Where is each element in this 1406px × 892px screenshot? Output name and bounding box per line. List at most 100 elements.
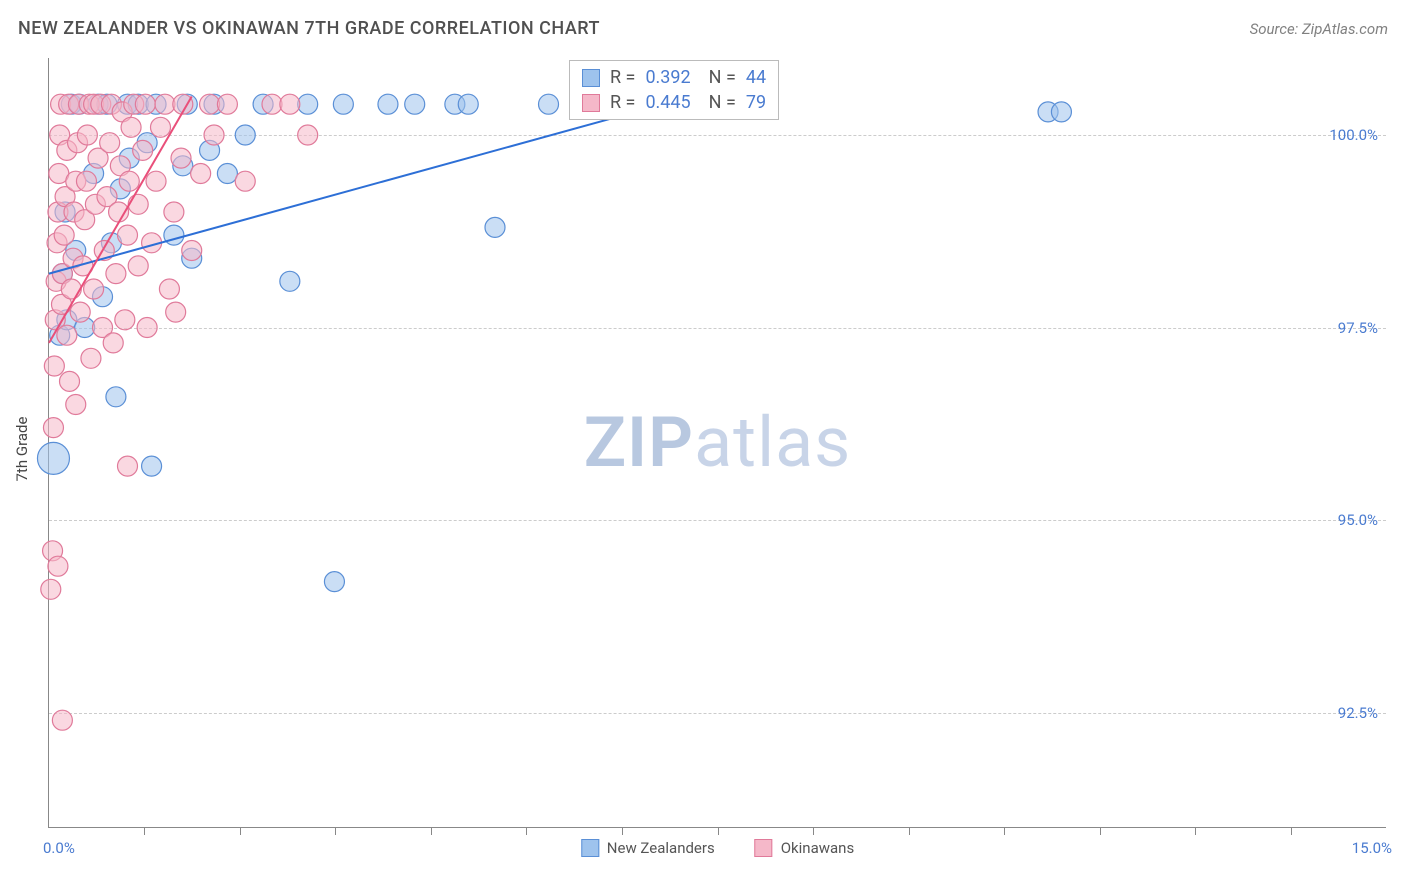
scatter-svg — [49, 58, 1386, 827]
scatter-point — [171, 148, 191, 168]
scatter-point — [378, 94, 398, 114]
stats-n-label: N = — [709, 92, 736, 113]
scatter-point — [298, 94, 318, 114]
scatter-point — [60, 371, 80, 391]
scatter-point — [76, 171, 96, 191]
scatter-point — [119, 171, 139, 191]
x-tick — [1004, 827, 1005, 835]
scatter-point — [164, 202, 184, 222]
scatter-point — [41, 579, 61, 599]
scatter-point — [66, 395, 86, 415]
scatter-point — [142, 456, 162, 476]
scatter-point — [117, 456, 137, 476]
x-tick — [909, 827, 910, 835]
legend-bottom: New Zealanders Okinawans — [581, 839, 854, 857]
x-tick — [622, 827, 623, 835]
scatter-point — [57, 325, 77, 345]
stats-r-value: 0.392 — [645, 67, 690, 88]
scatter-point — [1051, 102, 1071, 122]
plot-area: 92.5%95.0%97.5%100.0% ZIPatlas R =0.392N… — [48, 58, 1386, 828]
legend-label: New Zealanders — [607, 839, 715, 857]
scatter-point — [54, 225, 74, 245]
stats-n-value: 79 — [746, 92, 766, 113]
x-tick — [526, 827, 527, 835]
scatter-point — [37, 442, 69, 474]
scatter-point — [77, 125, 97, 145]
legend-label: Okinawans — [781, 839, 854, 857]
y-axis-label: 7th Grade — [13, 417, 31, 482]
scatter-point — [298, 125, 318, 145]
scatter-point — [217, 164, 237, 184]
scatter-point — [324, 572, 344, 592]
scatter-point — [103, 333, 123, 353]
scatter-point — [155, 94, 175, 114]
legend-swatch — [581, 839, 599, 857]
scatter-point — [70, 302, 90, 322]
scatter-point — [106, 264, 126, 284]
stats-n-value: 44 — [746, 67, 766, 88]
scatter-point — [539, 94, 559, 114]
scatter-point — [333, 94, 353, 114]
stats-row: R = 0.445 N = 79 — [582, 90, 766, 115]
x-axis-max-label: 15.0% — [1352, 839, 1392, 857]
x-tick — [431, 827, 432, 835]
scatter-point — [204, 125, 224, 145]
scatter-point — [217, 94, 237, 114]
scatter-point — [151, 117, 171, 137]
scatter-point — [146, 171, 166, 191]
chart-title: NEW ZEALANDER VS OKINAWAN 7TH GRADE CORR… — [18, 18, 600, 39]
scatter-point — [128, 194, 148, 214]
scatter-point — [128, 256, 148, 276]
scatter-point — [117, 225, 137, 245]
scatter-point — [159, 279, 179, 299]
x-tick — [813, 827, 814, 835]
stats-legend-box: R = 0.392 N = 44 R = 0.445 N = 79 — [569, 60, 779, 120]
scatter-point — [81, 348, 101, 368]
scatter-point — [115, 310, 135, 330]
scatter-point — [137, 318, 157, 338]
x-axis-min-label: 0.0% — [43, 839, 75, 857]
scatter-point — [182, 241, 202, 261]
legend-swatch — [755, 839, 773, 857]
x-tick — [240, 827, 241, 835]
legend-item: New Zealanders — [581, 839, 715, 857]
stats-r-label: R = — [610, 92, 635, 113]
x-tick — [1291, 827, 1292, 835]
scatter-point — [262, 94, 282, 114]
scatter-point — [280, 271, 300, 291]
legend-item: Okinawans — [755, 839, 854, 857]
scatter-point — [43, 418, 63, 438]
x-tick — [144, 827, 145, 835]
scatter-point — [235, 125, 255, 145]
stats-swatch — [582, 94, 600, 112]
stats-r-label: R = — [610, 67, 635, 88]
scatter-point — [458, 94, 478, 114]
scatter-point — [200, 94, 220, 114]
x-tick — [335, 827, 336, 835]
stats-row: R = 0.392 N = 44 — [582, 65, 766, 90]
trend-line — [49, 97, 691, 274]
scatter-point — [48, 556, 68, 576]
scatter-point — [166, 302, 186, 322]
scatter-point — [61, 279, 81, 299]
scatter-point — [52, 710, 72, 730]
scatter-point — [135, 94, 155, 114]
scatter-point — [191, 164, 211, 184]
x-tick — [1195, 827, 1196, 835]
scatter-point — [106, 387, 126, 407]
stats-r-value: 0.445 — [645, 92, 690, 113]
scatter-point — [121, 117, 141, 137]
scatter-point — [280, 94, 300, 114]
chart-header: NEW ZEALANDER VS OKINAWAN 7TH GRADE CORR… — [18, 18, 1388, 39]
x-tick — [718, 827, 719, 835]
scatter-point — [84, 279, 104, 299]
scatter-point — [44, 356, 64, 376]
chart-source: Source: ZipAtlas.com — [1250, 20, 1388, 38]
scatter-point — [100, 133, 120, 153]
scatter-point — [235, 171, 255, 191]
stats-n-label: N = — [709, 67, 736, 88]
scatter-point — [405, 94, 425, 114]
scatter-point — [485, 217, 505, 237]
stats-swatch — [582, 69, 600, 87]
x-tick — [1100, 827, 1101, 835]
